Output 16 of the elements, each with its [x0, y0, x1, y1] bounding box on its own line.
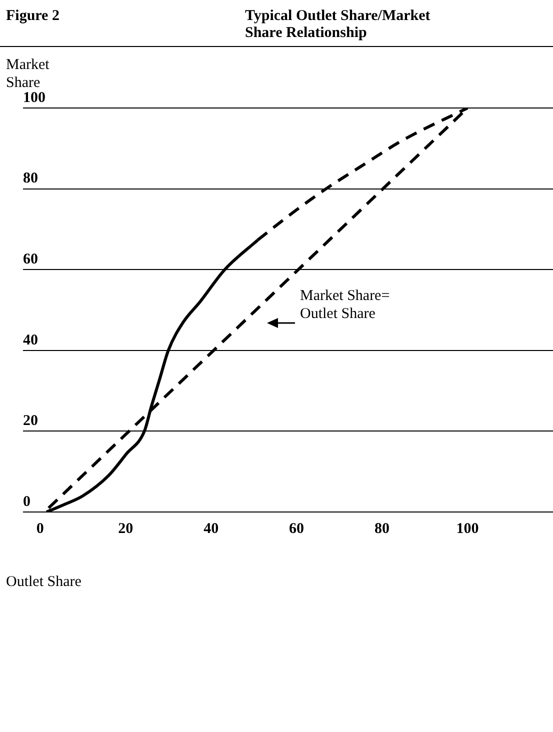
x-axis-title: Outlet Share	[6, 574, 82, 591]
y-tick-label: 0	[23, 494, 30, 510]
y-tick-label: 60	[23, 251, 38, 268]
y-tick-label: 40	[23, 332, 38, 348]
x-tick-label: 20	[118, 520, 134, 537]
annotation: Market Share= Outlet Share	[300, 287, 391, 323]
x-tick-label: 80	[374, 520, 390, 537]
chart-title: Typical Outlet Share/Market Share Relationship	[245, 8, 432, 42]
caption: Figure 2	[6, 8, 60, 25]
x-tick-label: 40	[204, 520, 219, 537]
x-tick-label: 60	[289, 520, 304, 537]
y-tick-label: 80	[23, 170, 38, 187]
y-axis-title: Market Share	[6, 56, 50, 92]
x-tick-label: 100	[456, 520, 479, 537]
y-tick-label: 20	[23, 413, 38, 430]
y-tick-label: 100	[23, 90, 46, 106]
